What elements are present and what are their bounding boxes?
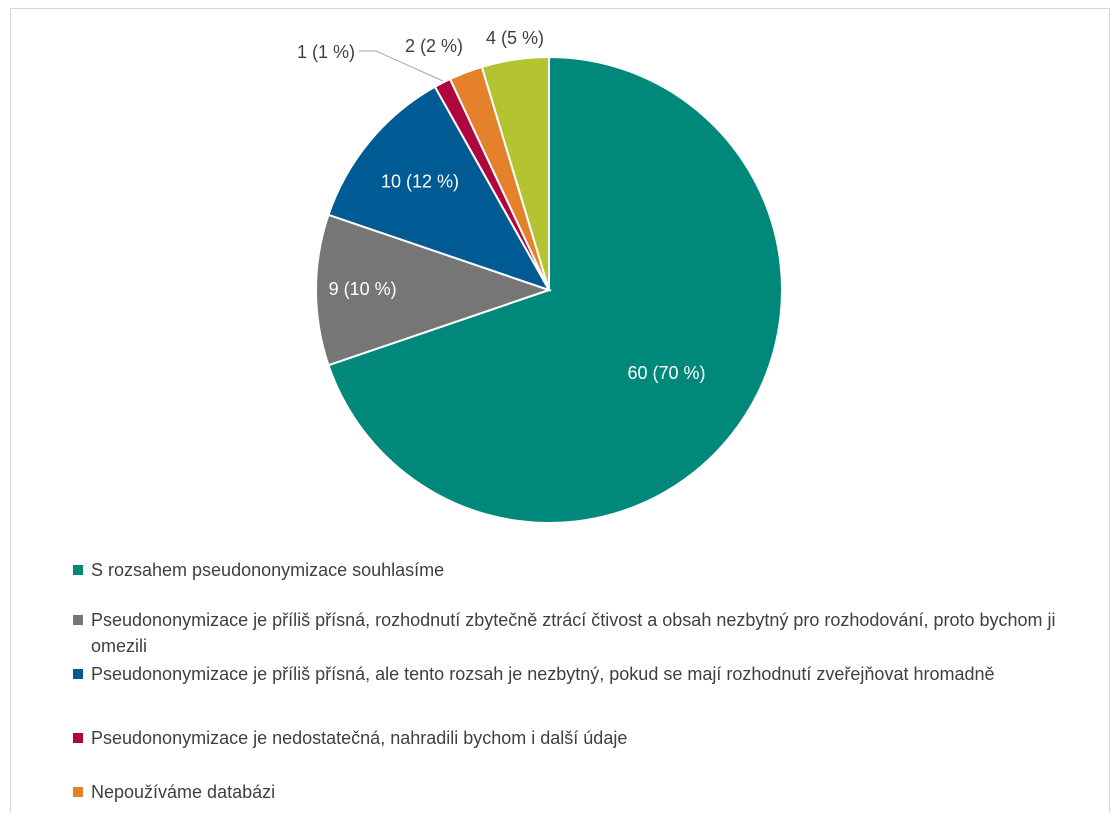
slice-label: 10 (12 %) bbox=[381, 171, 459, 191]
leader-line bbox=[359, 50, 444, 82]
pie-slice bbox=[327, 85, 552, 292]
legend-swatch bbox=[73, 615, 83, 625]
slice-label: 60 (70 %) bbox=[627, 363, 705, 383]
legend-item: S rozsahem pseudononymizace souhlasíme bbox=[73, 557, 444, 583]
pie-slice bbox=[327, 55, 783, 524]
pie-slice bbox=[315, 213, 553, 367]
slice-label: 9 (10 %) bbox=[329, 279, 397, 299]
pie-labels: 60 (70 %) 9 (10 %) 10 (12 %) 1 (1 %) 2 (2 %)… bbox=[297, 28, 706, 383]
legend-label: Pseudononymizace je příliš přísná, ale t… bbox=[91, 664, 995, 684]
legend-item: Pseudononymizace je příliš přísná, ale t… bbox=[73, 661, 995, 687]
pie-chart: 60 (70 %) 9 (10 %) 10 (12 %) 1 (1 %) 2 (2 %)… bbox=[297, 28, 783, 524]
legend-label: Pseudononymizace je nedostatečná, nahrad… bbox=[91, 728, 628, 748]
legend-swatch bbox=[73, 565, 83, 575]
legend-swatch bbox=[73, 733, 83, 743]
legend-label: S rozsahem pseudononymizace souhlasíme bbox=[91, 560, 445, 580]
pie-slice bbox=[480, 55, 550, 291]
legend-swatch bbox=[73, 669, 83, 679]
legend-label: Pseudononymizace je příliš přísná, rozho… bbox=[91, 610, 1056, 656]
pie-slices bbox=[315, 55, 783, 524]
legend-item: Pseudononymizace je nedostatečná, nahrad… bbox=[73, 725, 627, 751]
slice-label: 4 (5 %) bbox=[486, 28, 544, 48]
legend-label: Nepoužíváme databázi bbox=[91, 782, 276, 802]
slice-label: 1 (1 %) bbox=[297, 42, 355, 62]
slice-label: 2 (2 %) bbox=[405, 36, 463, 56]
legend-swatch bbox=[73, 787, 83, 797]
legend-item: Pseudononymizace je příliš přísná, rozho… bbox=[73, 607, 1101, 659]
legend-item: Nepoužíváme databázi bbox=[73, 779, 275, 805]
chart-frame: 60 (70 %) 9 (10 %) 10 (12 %) 1 (1 %) 2 (2 %)… bbox=[10, 8, 1110, 813]
